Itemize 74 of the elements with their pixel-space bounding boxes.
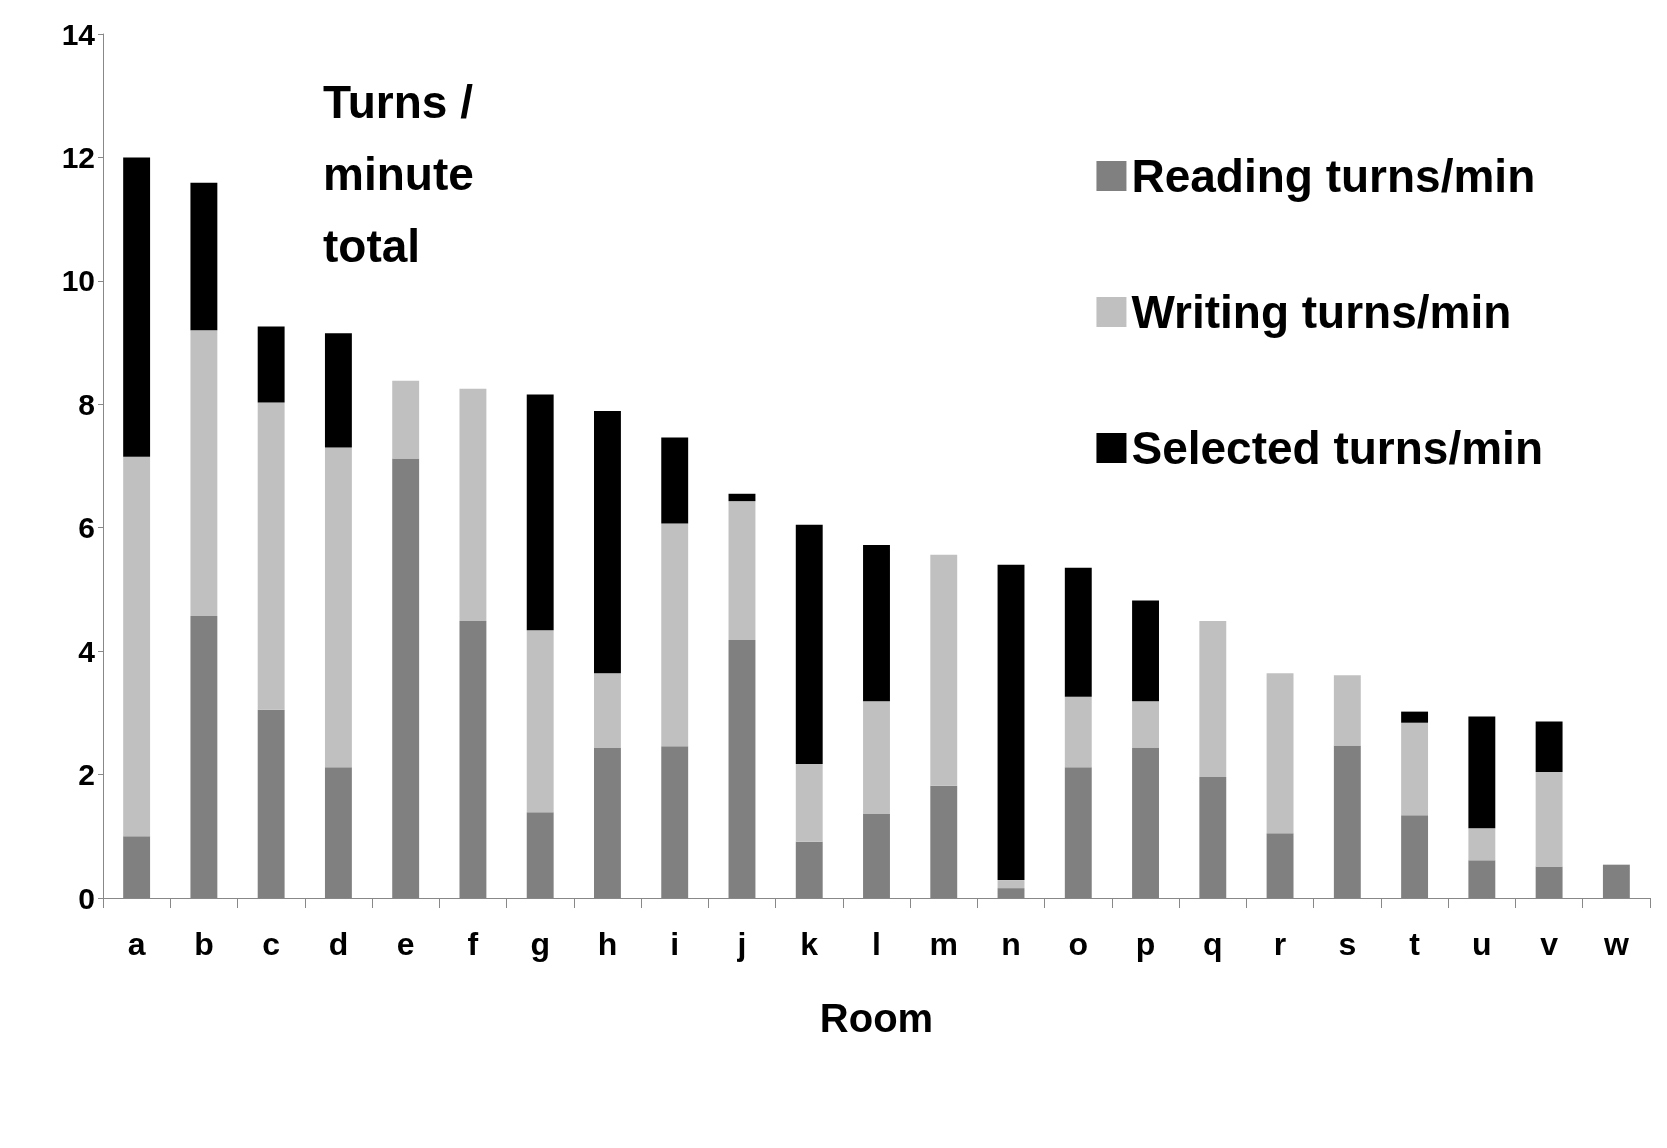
bar (1468, 828, 1496, 861)
bar (594, 411, 621, 674)
bar (863, 701, 890, 815)
bar (795, 764, 823, 842)
bar (257, 402, 285, 710)
x-tick-label: l (872, 926, 881, 962)
bar (392, 380, 420, 459)
bar (728, 493, 756, 502)
bar (863, 544, 890, 702)
x-tick-label: f (467, 926, 479, 962)
bar (1199, 620, 1227, 778)
bar (795, 524, 823, 765)
x-tick-label: b (194, 926, 214, 962)
bar (459, 388, 487, 621)
bar (997, 880, 1025, 889)
x-tick-label: q (1203, 926, 1223, 962)
legend-label: Writing turns/min (1131, 286, 1512, 338)
bar (190, 330, 218, 616)
bar (1132, 701, 1159, 748)
x-tick-label: a (127, 926, 146, 962)
bar (661, 523, 689, 747)
bar (190, 182, 218, 331)
x-tick-label: i (670, 926, 680, 962)
bar (1132, 600, 1159, 702)
bar (1064, 696, 1092, 768)
bar (1535, 721, 1563, 773)
bar (1333, 675, 1361, 746)
x-tick-label: g (530, 926, 550, 962)
x-tick-label: s (1338, 926, 1357, 962)
x-tick-label: h (597, 926, 618, 962)
x-tick-label: m (929, 926, 958, 962)
bar (1266, 673, 1294, 834)
bar (1064, 567, 1092, 697)
x-tick-label: c (262, 926, 281, 962)
bar (526, 630, 554, 813)
x-tick-label: w (1602, 926, 1629, 962)
bar (1401, 711, 1429, 723)
x-tick-label: t (1409, 926, 1421, 962)
y-tick-label: 8 (78, 387, 95, 421)
bar (123, 157, 151, 457)
x-tick-label: u (1472, 926, 1492, 962)
legend-label: Selected turns/min (1131, 422, 1544, 474)
bar (123, 456, 151, 837)
bar (1468, 716, 1496, 829)
bar (594, 673, 621, 749)
bar (661, 437, 689, 524)
annotation: Turns / minute total (323, 76, 474, 272)
x-tick-label: e (396, 926, 415, 962)
bar (257, 326, 285, 403)
x-tick-label: n (1001, 926, 1021, 962)
bar (930, 554, 958, 786)
bar (1535, 772, 1563, 867)
bar (324, 447, 352, 768)
x-tick-label: j (736, 926, 747, 962)
y-tick-label: 2 (78, 758, 95, 792)
bar (324, 333, 352, 448)
bar (997, 564, 1025, 881)
x-axis-title: Room (819, 996, 934, 1040)
y-tick-label: 14 (61, 17, 96, 51)
bar (1401, 722, 1429, 816)
bar (728, 501, 756, 641)
y-tick-label: 10 (61, 264, 95, 298)
y-tick-label: 12 (61, 140, 95, 174)
bar (526, 394, 554, 631)
x-tick-label: v (1540, 926, 1559, 962)
x-tick-label: d (328, 926, 349, 962)
x-tick-label: p (1135, 926, 1156, 962)
x-tick-label: r (1273, 926, 1287, 962)
y-tick-label: 4 (78, 634, 96, 668)
x-tick-label: k (800, 926, 819, 962)
legend-label: Reading turns/min (1131, 150, 1536, 202)
y-tick-label: 6 (78, 511, 95, 545)
x-tick-label: o (1068, 926, 1089, 962)
y-tick-label: 0 (78, 881, 95, 915)
